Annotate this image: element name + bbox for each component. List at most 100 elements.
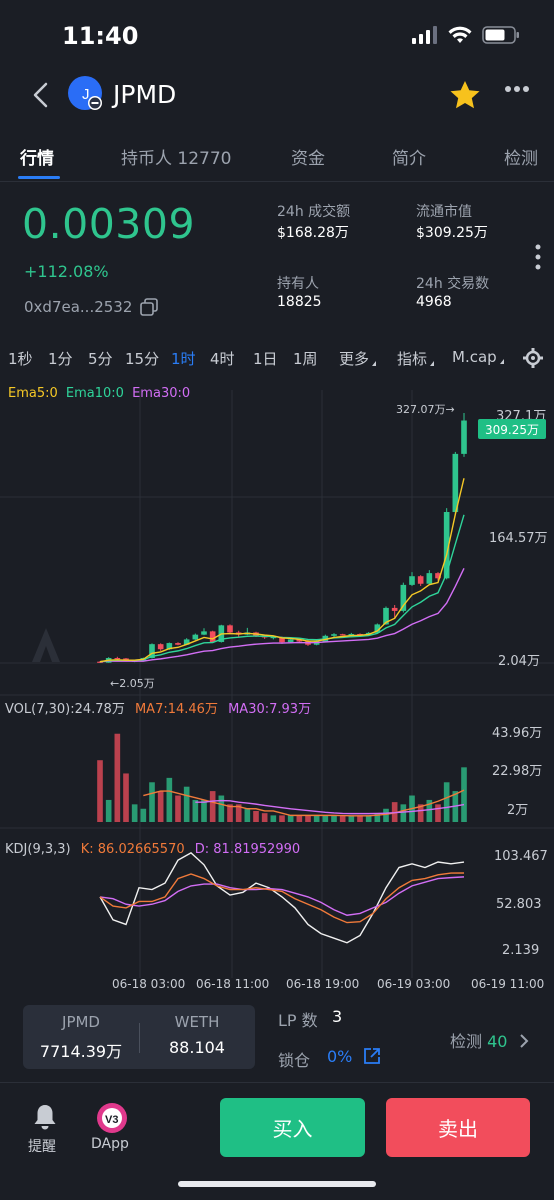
candle-body-8 [166, 643, 173, 650]
tf-1h[interactable]: 1时 [171, 350, 196, 368]
volume-bar-7 [157, 791, 164, 822]
security-check-link[interactable]: 检测 40 [450, 1028, 529, 1052]
current-price-tag: 309.25万 [478, 419, 546, 439]
pool-divider [139, 1023, 140, 1053]
candle-body-29 [348, 633, 355, 636]
time-label-5: 06-19 11:00 [471, 977, 545, 991]
ma7-label: MA7:14.46万 [134, 702, 218, 717]
time-label-2: 06-18 11:00 [196, 977, 270, 991]
low-marker: ←2.05万 [110, 677, 155, 690]
lock-value[interactable]: 0% [327, 1047, 381, 1066]
tab-market[interactable]: 行情 [20, 149, 54, 169]
candle-body-11 [192, 634, 199, 640]
tab-check[interactable]: 检测 [504, 149, 538, 169]
stat-volume-label: 24h 成交额 [277, 204, 351, 220]
dapp-label[interactable]: DApp [91, 1136, 129, 1152]
volume-bar-39 [435, 804, 441, 822]
tf-15m[interactable]: 15分 [125, 350, 160, 368]
lock-percent: 0% [327, 1047, 353, 1066]
pool-token-a: JPMD 7714.39万 [23, 1013, 139, 1062]
tab-intro[interactable]: 简介 [392, 149, 426, 169]
volume-bar-18 [253, 810, 259, 822]
contract-address[interactable]: 0xd7ea...2532 [24, 298, 159, 316]
tab-funds[interactable]: 资金 [291, 149, 325, 169]
tf-more[interactable]: 更多 [339, 348, 377, 369]
ema5-line [99, 478, 465, 663]
ema10-label: Ema10:0 [65, 386, 124, 401]
timeframe-bar: 1秒 1分 5分 15分 1时 4时 1日 1周 更多 指标 M.cap [0, 340, 554, 374]
volume-bar-21 [279, 815, 285, 822]
volume-bar-10 [183, 786, 190, 822]
favorite-star-icon[interactable] [449, 80, 481, 110]
status-icons [412, 26, 520, 44]
volume-bar-42 [461, 767, 467, 822]
volume-bar-17 [244, 808, 251, 822]
dapp-icon[interactable]: V3 [96, 1102, 128, 1134]
volume-bar-32 [374, 813, 381, 822]
volume-bar-19 [261, 813, 268, 822]
vol-axis-mid: 22.98万 [492, 764, 543, 779]
liquidity-pool-box: JPMD 7714.39万 WETH 88.104 [23, 1005, 255, 1069]
volume-bar-35 [400, 804, 407, 822]
candle-body-15 [227, 625, 233, 633]
tab-bar: 行情 持币人 12770 资金 简介 检测 [0, 132, 554, 182]
tf-indicators[interactable]: 指标 [397, 348, 435, 369]
volume-bar-6 [149, 782, 155, 822]
vol-ma30-line [195, 799, 465, 815]
bottom-action-bar [0, 1082, 554, 1200]
bell-icon[interactable] [32, 1103, 58, 1131]
tf-1d[interactable]: 1日 [253, 350, 278, 368]
back-icon[interactable] [26, 80, 56, 110]
pool-token-a-amount: 7714.39万 [39, 1042, 123, 1061]
tf-4h[interactable]: 4时 [210, 350, 235, 368]
tf-1w[interactable]: 1周 [293, 350, 318, 368]
vol-ma7-line [143, 789, 465, 817]
svg-text:V3: V3 [105, 1114, 118, 1126]
candle-body-6 [149, 644, 155, 659]
stats-menu-icon[interactable] [535, 244, 541, 270]
stat-mcap-value: $309.25万 [416, 225, 488, 241]
candle-body-10 [183, 639, 190, 645]
kdj-k-line [99, 872, 465, 924]
cellular-signal-icon [412, 26, 437, 44]
tf-indicators-label: 指标 [397, 350, 428, 368]
pool-token-b-name: WETH [174, 1013, 220, 1031]
tf-mcap[interactable]: M.cap [452, 348, 504, 366]
sell-button[interactable]: 卖出 [386, 1098, 530, 1157]
buy-button[interactable]: 买入 [220, 1098, 365, 1157]
candle-body-9 [175, 643, 181, 645]
external-link-icon[interactable] [363, 1047, 381, 1065]
tf-5m[interactable]: 5分 [88, 350, 113, 368]
copy-icon[interactable] [140, 298, 159, 316]
volume-bar-23 [296, 815, 303, 822]
tf-1m[interactable]: 1分 [48, 350, 73, 368]
kdj-axis-mid: 52.803 [496, 897, 542, 912]
candle-body-27 [331, 634, 337, 636]
kdj-d-line [99, 876, 465, 916]
more-options-icon[interactable] [504, 85, 530, 93]
pool-token-a-name: JPMD [62, 1013, 100, 1031]
kdj-legend: KDJ(9,3,3) K: 86.02665570 D: 81.81952990 [5, 842, 300, 857]
volume-bar-9 [175, 795, 181, 822]
candle-body-33 [383, 607, 389, 625]
lp-count-value: 3 [332, 1007, 343, 1026]
candle-body-30 [357, 633, 363, 636]
ema5-label: Ema5:0 [8, 386, 58, 401]
volume-bar-8 [166, 777, 173, 822]
lock-label: 锁仓 [278, 1051, 311, 1070]
volume-bar-24 [305, 815, 311, 822]
candle-body-12 [201, 631, 207, 635]
candle-body-36 [409, 576, 415, 585]
ema-legend: Ema5:0 Ema10:0 Ema30:0 [8, 386, 190, 401]
tf-1s[interactable]: 1秒 [8, 350, 33, 368]
candle-body-40 [443, 512, 450, 579]
candle-body-2 [114, 658, 121, 660]
remind-label[interactable]: 提醒 [28, 1139, 56, 1155]
kline-chart[interactable] [0, 380, 554, 980]
wifi-icon [448, 26, 472, 43]
chart-settings-icon[interactable] [522, 347, 544, 369]
candle-body-20 [270, 636, 277, 639]
battery-icon [482, 26, 519, 44]
tab-holders[interactable]: 持币人 12770 [121, 149, 232, 169]
candle-body-23 [296, 639, 303, 642]
